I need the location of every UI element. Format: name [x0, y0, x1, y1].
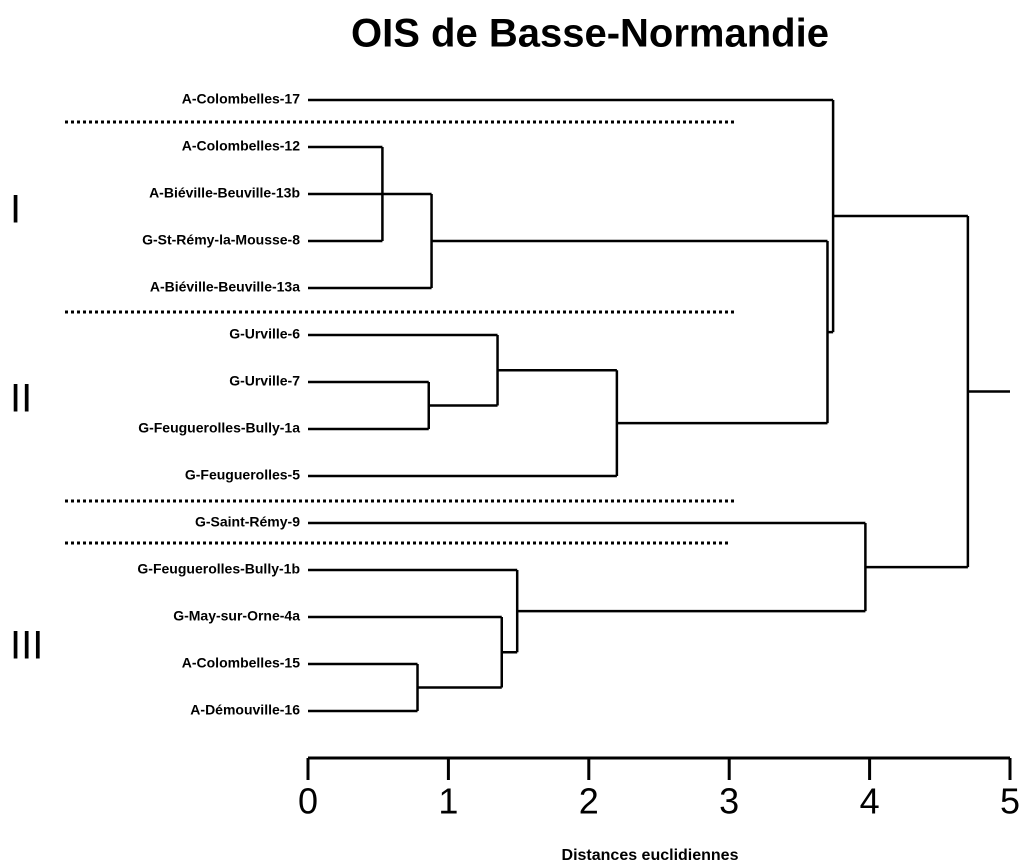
merge-link: [308, 568, 519, 654]
chart-title: OIS de Basse-Normandie: [351, 12, 829, 56]
leaf-label: G-Feuguerolles-Bully-1b: [137, 561, 300, 577]
x-tick-label: 2: [579, 781, 599, 822]
leaf-label: A-Colombelles-15: [182, 655, 300, 671]
x-tick-label: 5: [1000, 781, 1020, 822]
leaf-label: A-Colombelles-17: [182, 91, 300, 107]
merge-link: [308, 145, 384, 243]
merge-link: [431, 239, 829, 425]
x-tick-label: 1: [438, 781, 458, 822]
merge-link: [833, 214, 970, 569]
x-axis-label: Distances euclidiennes: [562, 847, 739, 864]
leaf-label: G-Urville-7: [229, 373, 300, 389]
leaf-label: G-St-Rémy-la-Mousse-8: [142, 232, 300, 248]
x-tick-label: 3: [719, 781, 739, 822]
group-label: III: [10, 624, 43, 668]
merge-link: [308, 369, 619, 478]
leaf-label: A-Colombelles-12: [182, 138, 300, 154]
merge-link: [308, 521, 867, 613]
merge-link: [308, 380, 430, 431]
leaf-label: G-May-sur-Orne-4a: [173, 608, 300, 624]
x-tick-label: 4: [860, 781, 880, 822]
leaf-label: A-Démouville-16: [190, 702, 300, 718]
leaf-label: A-Biéville-Beuville-13b: [149, 185, 300, 201]
merge-link: [308, 615, 504, 689]
merge-link: [308, 333, 499, 407]
group-label: I: [10, 188, 21, 232]
leaf-label: A-Biéville-Beuville-13a: [150, 279, 300, 295]
x-tick-label: 0: [298, 781, 318, 822]
merge-link: [308, 98, 835, 334]
leaf-label: G-Saint-Rémy-9: [195, 514, 300, 530]
leaf-label: G-Urville-6: [229, 326, 300, 342]
leaf-label: G-Feuguerolles-Bully-1a: [138, 420, 300, 436]
group-label: II: [10, 377, 32, 421]
merge-link: [308, 662, 419, 713]
leaf-label: G-Feuguerolles-5: [185, 467, 300, 483]
